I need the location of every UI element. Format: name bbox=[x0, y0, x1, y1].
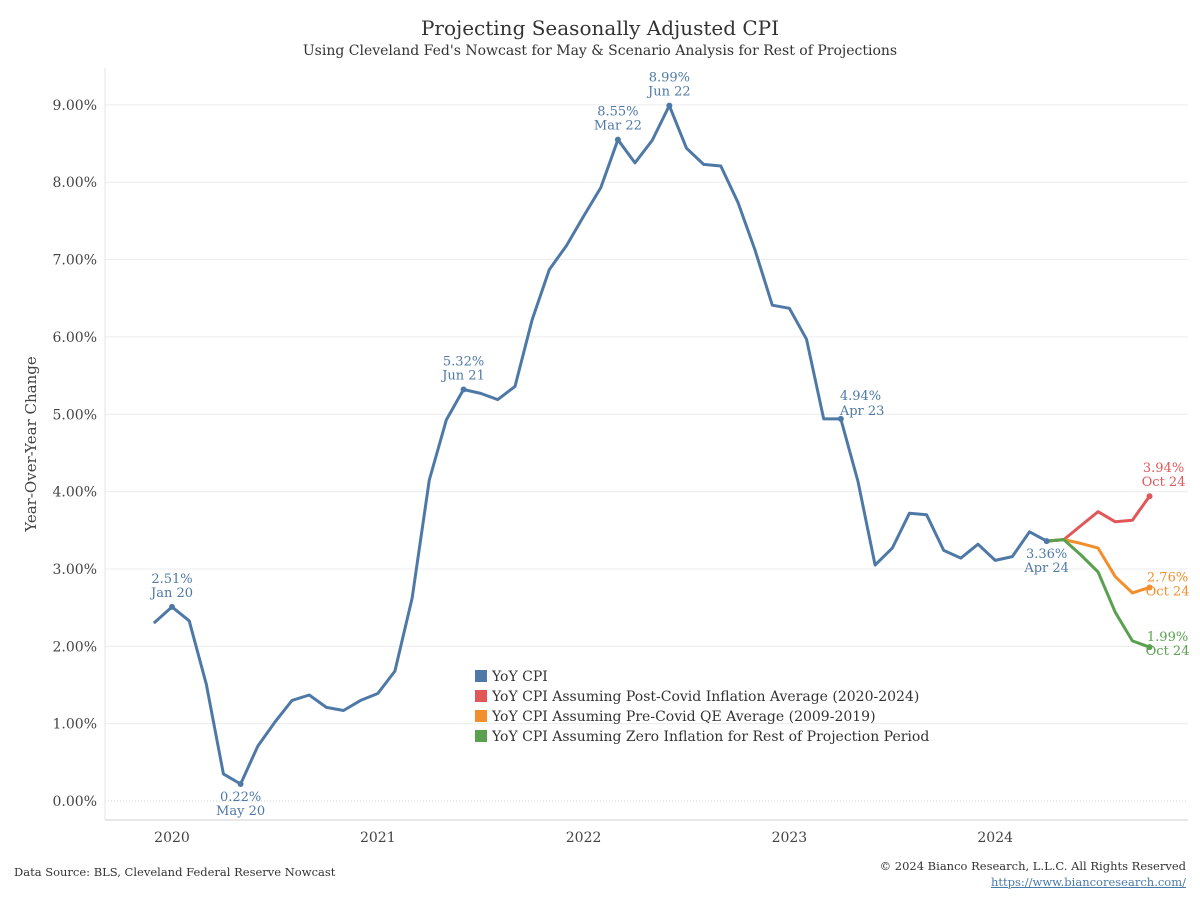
y-tick-label: 0.00% bbox=[53, 794, 97, 810]
chart-title: Projecting Seasonally Adjusted CPI bbox=[420, 16, 780, 40]
annotation-point bbox=[614, 136, 621, 143]
annotation-value: 0.22% bbox=[220, 790, 261, 805]
annotation-point bbox=[1146, 644, 1153, 651]
annotation-value: 1.99% bbox=[1147, 630, 1188, 645]
legend-swatch bbox=[475, 670, 487, 682]
annotation-value: 8.55% bbox=[597, 105, 638, 120]
annotation-date: Mar 22 bbox=[594, 119, 642, 134]
x-tick-label: 2022 bbox=[566, 830, 602, 846]
legend-label: YoY CPI Assuming Zero Inflation for Rest… bbox=[491, 729, 929, 745]
annotation-value: 8.99% bbox=[649, 71, 690, 86]
annotation-date: Apr 24 bbox=[1023, 561, 1069, 576]
series-line-1 bbox=[1045, 494, 1151, 543]
annotation-point bbox=[237, 780, 244, 787]
copyright-text: © 2024 Bianco Research, L.L.C. All Right… bbox=[879, 859, 1186, 873]
legend-label: YoY CPI bbox=[491, 669, 548, 685]
annotation-value: 3.36% bbox=[1026, 547, 1067, 562]
y-tick-label: 4.00% bbox=[53, 485, 97, 501]
annotation-point bbox=[837, 415, 844, 422]
annotation-date: May 20 bbox=[216, 804, 265, 819]
y-tick-label: 8.00% bbox=[53, 175, 97, 191]
annotation-date: Jun 21 bbox=[440, 368, 485, 383]
legend-swatch bbox=[475, 710, 487, 722]
annotation-point bbox=[1146, 493, 1153, 500]
x-tick-label: 2023 bbox=[772, 830, 808, 846]
x-tick-label: 2024 bbox=[977, 830, 1013, 846]
legend-swatch bbox=[475, 690, 487, 702]
y-tick-label: 7.00% bbox=[53, 253, 97, 269]
annotation-value: 5.32% bbox=[443, 354, 484, 369]
annotation-point bbox=[666, 102, 673, 109]
annotation-date: Jun 22 bbox=[646, 85, 691, 100]
x-tick-label: 2020 bbox=[154, 830, 190, 846]
annotation-point bbox=[1146, 584, 1153, 591]
x-tick-label: 2021 bbox=[360, 830, 396, 846]
annotation-date: Oct 24 bbox=[1146, 644, 1190, 659]
website-link[interactable]: https://www.biancoresearch.com/ bbox=[990, 875, 1186, 889]
chart-subtitle: Using Cleveland Fed's Nowcast for May & … bbox=[302, 43, 898, 59]
annotation-date: Jan 20 bbox=[149, 586, 193, 601]
annotation-date: Oct 24 bbox=[1146, 585, 1190, 600]
annotation-value: 4.94% bbox=[840, 389, 881, 404]
data-source-note: Data Source: BLS, Cleveland Federal Rese… bbox=[14, 865, 336, 879]
annotation-point bbox=[1043, 538, 1050, 545]
y-tick-label: 6.00% bbox=[53, 330, 97, 346]
y-axis-title: Year-Over-Year Change bbox=[22, 356, 40, 533]
legend-label: YoY CPI Assuming Post-Covid Inflation Av… bbox=[491, 689, 919, 705]
annotation-value: 3.94% bbox=[1143, 461, 1184, 476]
y-tick-label: 9.00% bbox=[53, 98, 97, 114]
legend-label: YoY CPI Assuming Pre-Covid QE Average (2… bbox=[491, 709, 876, 725]
series-line-0 bbox=[153, 104, 1066, 786]
y-tick-label: 1.00% bbox=[53, 717, 97, 733]
y-tick-label: 2.00% bbox=[53, 639, 97, 655]
y-tick-label: 3.00% bbox=[53, 562, 97, 578]
y-tick-label: 5.00% bbox=[53, 407, 97, 423]
annotation-date: Apr 23 bbox=[839, 404, 885, 419]
series-line-3 bbox=[1045, 538, 1151, 649]
annotation-value: 2.76% bbox=[1147, 571, 1188, 586]
annotation-value: 2.51% bbox=[151, 572, 192, 587]
annotation-date: Oct 24 bbox=[1142, 475, 1186, 490]
legend-swatch bbox=[475, 730, 487, 742]
annotation-point bbox=[460, 386, 467, 393]
footer-credits: © 2024 Bianco Research, L.L.C. All Right… bbox=[880, 858, 1186, 890]
annotation-point bbox=[169, 603, 175, 610]
